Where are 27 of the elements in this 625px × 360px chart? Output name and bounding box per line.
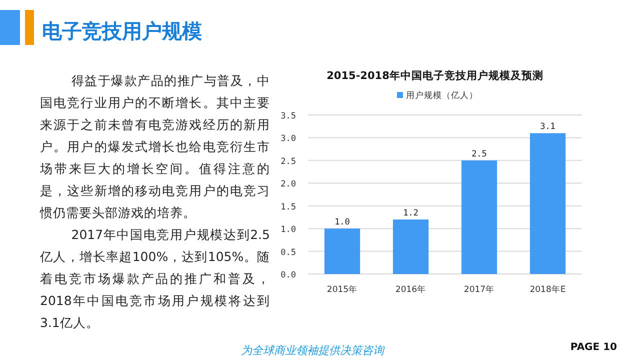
y-tick-label: 1.0 (280, 225, 296, 236)
y-tick-label: 0.5 (280, 248, 296, 258)
bar (461, 160, 498, 274)
y-tick-label: 3.0 (280, 134, 296, 144)
x-tick-label: 2016年 (395, 284, 426, 295)
text: 1.2 (403, 208, 418, 218)
bar (324, 228, 360, 274)
y-tick-label: 2.5 (280, 156, 296, 167)
y-tick-label: 2.0 (280, 180, 296, 190)
text: 电子竞技用户规模 (42, 18, 202, 45)
x-tick-label: 2017年 (464, 284, 495, 295)
text: PAGE 10 (570, 342, 617, 353)
x-tick-label: 2018年E (530, 284, 566, 295)
text: 1.0 (334, 218, 350, 228)
text: 为全球商业领袖提供决策咨询 (241, 344, 384, 357)
x-tick-label: 2015年 (326, 284, 358, 295)
bar (392, 219, 429, 274)
bar (530, 133, 566, 274)
text: 3.1 (540, 122, 556, 132)
y-tick-label: 3.5 (280, 112, 296, 122)
y-tick-label: 0.0 (280, 270, 296, 280)
text: 2.5 (472, 149, 487, 160)
text: 2017年中国电竞用户规模达到2.5亿人，增长率超100%，达到105%。随着电竞市场爆款产品的推广和普及，2018年中国电竞市场用户规模将达到3.1亿人。 (40, 226, 270, 332)
chart-title: 2015-2018年中国电子竞技用户规模及预测 (326, 69, 544, 82)
y-tick-label: 1.5 (280, 202, 296, 212)
text: 得益于爆款产品的推广与普及，中国电竞行业用户的不断增长。其中主要来源于之前未曾有电竞游戏经历的新用户。用户的爆发式增长也给电竞衍生市场带来巨大的增长空间。值得注意的是，这些新增的移动电竞用户的电竞习惯仍需要头部游戏的培养。 (40, 72, 270, 222)
legend-label: 用户规模（亿人） (406, 90, 478, 101)
